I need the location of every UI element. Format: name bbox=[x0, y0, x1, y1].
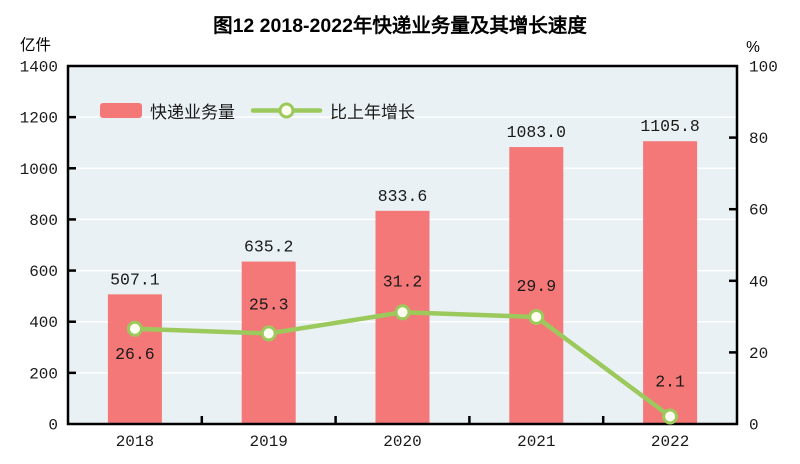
growth-value-label: 25.3 bbox=[249, 295, 289, 314]
bar-value-label: 635.2 bbox=[244, 238, 294, 257]
bar-2021 bbox=[509, 147, 564, 424]
left-axis-tick-label: 1400 bbox=[20, 59, 58, 77]
growth-marker-2022 bbox=[662, 408, 679, 425]
right-axis-tick-label: 80 bbox=[749, 130, 768, 148]
right-axis-tick-label: 60 bbox=[749, 202, 768, 220]
legend-line-marker-icon bbox=[278, 102, 295, 119]
x-axis-category-label: 2021 bbox=[517, 433, 555, 451]
legend-bar-swatch bbox=[100, 103, 142, 118]
bar-2022 bbox=[643, 141, 698, 424]
right-axis-tick-label: 0 bbox=[749, 417, 759, 435]
bar-value-label: 1083.0 bbox=[507, 123, 566, 142]
right-axis-tick-label: 40 bbox=[749, 273, 768, 291]
growth-value-label: 2.1 bbox=[655, 372, 685, 391]
left-axis-tick-label: 400 bbox=[29, 314, 58, 332]
bar-2018 bbox=[107, 294, 162, 424]
growth-value-label: 26.6 bbox=[115, 345, 155, 364]
legend: 快递业务量 比上年增长 bbox=[100, 102, 415, 122]
growth-value-label: 31.2 bbox=[383, 272, 423, 291]
bar-value-label: 507.1 bbox=[110, 270, 160, 289]
right-axis-tick-label: 100 bbox=[749, 59, 778, 77]
x-axis-category-label: 2022 bbox=[651, 433, 689, 451]
x-axis-category-label: 2018 bbox=[116, 433, 154, 451]
left-axis-tick-label: 1000 bbox=[20, 161, 58, 179]
bar-value-label: 1105.8 bbox=[640, 117, 699, 136]
legend-bar-label: 快递业务量 bbox=[150, 103, 235, 122]
right-axis-unit-label: % bbox=[746, 39, 760, 56]
bar-value-label: 833.6 bbox=[378, 187, 428, 206]
x-axis-category-label: 2020 bbox=[383, 433, 421, 451]
right-axis-tick-label: 20 bbox=[749, 345, 768, 363]
legend-line-label: 比上年增长 bbox=[330, 103, 415, 122]
left-axis-tick-label: 1200 bbox=[20, 110, 58, 128]
left-axis-tick-label: 600 bbox=[29, 263, 58, 281]
left-axis-tick-label: 800 bbox=[29, 212, 58, 230]
growth-marker-2021 bbox=[528, 308, 545, 325]
left-axis-unit-label: 亿件 bbox=[20, 36, 51, 54]
growth-value-label: 29.9 bbox=[516, 277, 556, 296]
plot-area: 0 200 400 600 800 1000 1200 1400 0 20 40 60 80 100 201… bbox=[20, 59, 778, 452]
plot-border bbox=[66, 64, 739, 426]
left-axis-tick-label: 200 bbox=[29, 365, 58, 383]
growth-marker-2020 bbox=[394, 304, 411, 321]
growth-marker-2018 bbox=[126, 320, 143, 337]
growth-marker-2019 bbox=[260, 325, 277, 342]
x-axis-category-label: 2019 bbox=[249, 433, 287, 451]
left-axis-tick-label: 0 bbox=[48, 417, 58, 435]
chart-title: 图12 2018-2022年快递业务量及其增长速度 bbox=[213, 14, 587, 37]
bar-2019 bbox=[241, 261, 296, 424]
